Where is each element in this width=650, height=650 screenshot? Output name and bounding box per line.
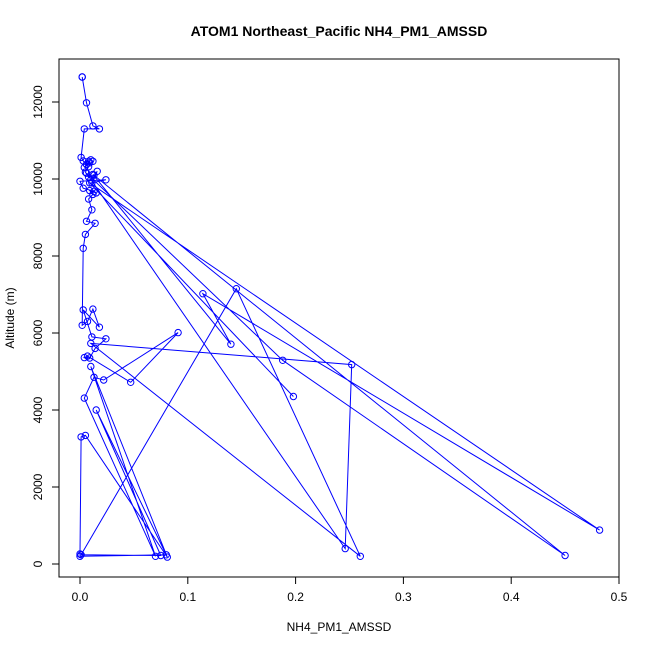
data-point [86,354,94,362]
data-point [84,163,93,171]
data-point [95,125,104,133]
data-point [81,230,90,239]
data-point [89,305,97,313]
data-point [80,125,89,133]
y-axis: 0 2000 4000 6000 8000 10000 12000 [31,85,60,567]
data-point [595,526,604,534]
data-point [89,170,97,179]
data-point [87,339,95,348]
data-point [341,544,349,553]
data-point [227,340,235,348]
data-point [82,99,91,107]
data-point [199,290,207,298]
series-line [79,76,600,558]
data-point [91,219,99,228]
y-tick-label: 12000 [31,85,45,119]
data-point [90,187,98,196]
data-point [348,360,356,369]
data-point [356,552,364,560]
data-point [78,73,86,81]
data-point [79,184,87,192]
data-point [78,321,86,329]
x-tick-label: 0.4 [503,590,520,604]
data-point [89,190,97,199]
data-point [79,244,87,253]
data-point [232,285,241,293]
data-point [151,552,160,560]
y-tick-label: 8000 [31,242,45,269]
x-tick-label: 0.2 [287,590,304,604]
x-tick-label: 0.1 [179,590,196,604]
data-point [162,551,170,559]
y-tick-label: 6000 [31,319,45,346]
data-point [81,431,90,440]
data-point [102,176,110,184]
data-point [84,195,93,203]
data-point [279,356,287,364]
data-point [76,550,84,558]
data-point [289,392,298,401]
x-axis: 0.0 0.1 0.2 0.3 0.4 0.5 [72,576,628,604]
data-point [89,157,97,166]
y-tick-label: 2000 [31,473,45,500]
data-point [127,378,135,386]
y-tick-label: 0 [31,560,45,567]
data-point [76,177,84,186]
y-tick-label: 4000 [31,396,45,423]
series-layer [76,73,604,561]
x-axis-label: NH4_PM1_AMSSD [287,620,392,634]
y-tick-label: 10000 [31,162,45,196]
data-point [92,189,100,197]
data-point [86,179,94,187]
x-tick-label: 0.0 [72,590,89,604]
data-point [84,157,93,166]
data-point [77,551,85,559]
data-point [89,122,97,130]
data-point [90,373,98,381]
x-tick-label: 0.5 [611,590,628,604]
data-point [157,551,165,560]
data-point [102,335,110,343]
data-point [88,179,96,187]
data-point [92,406,100,414]
data-point [87,156,95,164]
data-point [83,317,92,326]
data-point [100,376,108,384]
y-axis-label: Altitude (m) [3,287,17,348]
data-point [88,206,96,214]
data-point [83,352,92,360]
chart-title: ATOM1 Northeast_Pacific NH4_PM1_AMSSD [191,23,488,39]
plot-frame [58,58,620,578]
data-point [174,328,182,337]
x-tick-label: 0.3 [395,590,412,604]
data-point [76,552,84,560]
data-point [95,323,104,331]
data-point [80,394,89,402]
data-point [561,551,569,560]
data-point [77,433,85,441]
data-point [82,217,91,226]
data-point [87,362,95,371]
data-point [91,344,99,353]
data-point [79,306,87,314]
